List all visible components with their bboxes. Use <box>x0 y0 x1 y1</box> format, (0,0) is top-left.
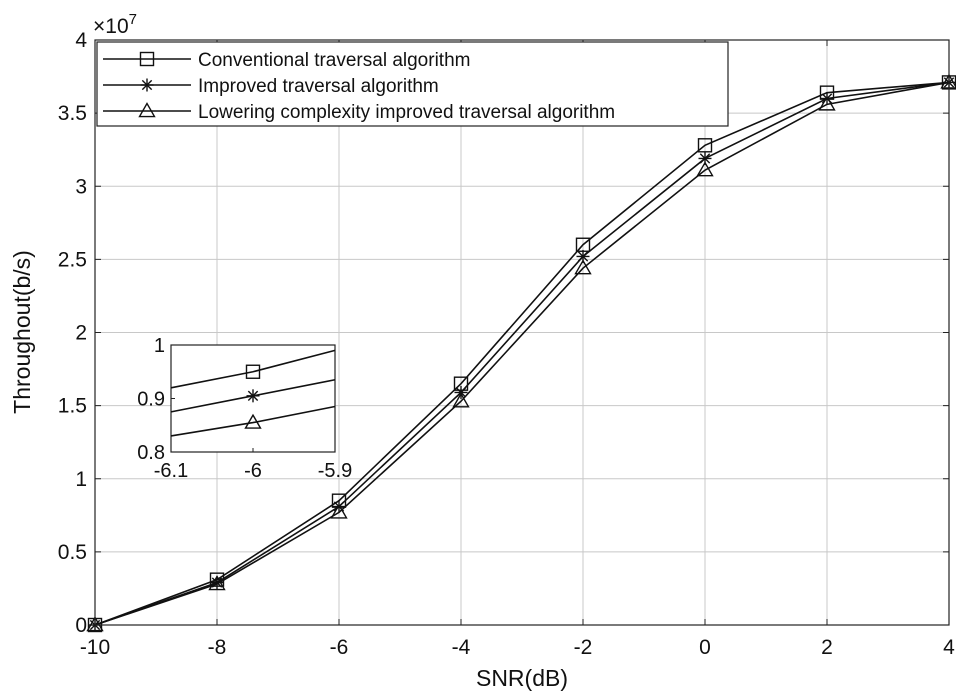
legend-entry: Improved traversal algorithm <box>103 76 439 97</box>
data-point-triangle <box>86 616 104 632</box>
legend-label: Improved traversal algorithm <box>198 76 439 97</box>
y-tick-label: 4 <box>75 29 87 52</box>
x-tick-label: 2 <box>821 636 833 659</box>
y-tick-label: 0.5 <box>58 541 87 564</box>
y-exponent-label: ×107 <box>93 11 137 38</box>
legend-label: Lowering complexity improved traversal a… <box>198 102 615 123</box>
inset-series-square <box>170 349 336 389</box>
y-tick-label: 2.5 <box>58 248 87 271</box>
y-tick-label: 1 <box>75 468 87 491</box>
y-tick-label: 3 <box>75 175 87 198</box>
data-point-triangle <box>452 392 470 408</box>
legend-marker-triangle <box>138 102 156 118</box>
inset-y-tick-label: 0.8 <box>137 442 165 464</box>
y-tick-label: 3.5 <box>58 102 87 125</box>
series-line-square <box>94 81 950 626</box>
x-tick-label: -6 <box>330 636 349 659</box>
series-asterisk <box>88 75 956 632</box>
x-tick-label: -8 <box>208 636 227 659</box>
inset-marker-triangle <box>244 413 262 429</box>
y-tick-label: 2 <box>75 322 87 345</box>
data-point-asterisk <box>332 500 346 514</box>
data-point-triangle <box>696 161 714 177</box>
legend-box <box>96 41 729 127</box>
inset-marker-square <box>245 364 261 379</box>
x-tick-label: 0 <box>699 636 711 659</box>
legend: Conventional traversal algorithm Improved… <box>96 41 729 127</box>
inset-line-triangle <box>170 405 336 437</box>
data-point-triangle <box>330 503 348 519</box>
x-tick-label: -10 <box>80 636 110 659</box>
legend-entry: Conventional traversal algorithm <box>103 50 470 71</box>
series-line-asterisk <box>94 81 950 626</box>
legend-entry: Lowering complexity improved traversal a… <box>103 102 615 123</box>
inset-y-tick-label: 0.9 <box>137 389 165 411</box>
legend-label: Conventional traversal algorithm <box>198 50 470 71</box>
y-tick-label: 1.5 <box>58 395 87 418</box>
series-triangle <box>86 73 956 632</box>
x-tick-label: -2 <box>574 636 593 659</box>
inset-series-asterisk <box>170 378 336 413</box>
ticks-layer: -10 -8 -6 -4 -2 0 2 4 0 0.5 1 1.5 2 2.5 3 3.5 4 <box>58 29 955 659</box>
data-point-triangle <box>208 575 226 591</box>
data-point-triangle <box>574 259 592 275</box>
legend-marker-asterisk <box>140 78 154 92</box>
series-line-triangle <box>94 81 950 626</box>
inset-y-tick-label: 1 <box>154 335 165 357</box>
inset-x-tick-label: -6 <box>244 460 262 482</box>
data-point-square <box>697 138 713 153</box>
inset-line-square <box>170 349 336 389</box>
series-layer <box>86 73 956 633</box>
x-tick-label: -4 <box>452 636 471 659</box>
grid-layer <box>95 40 949 625</box>
data-point-triangle <box>818 95 836 111</box>
zoom-inset: -6.1 -6 -5.9 0.8 0.9 1 <box>137 335 352 482</box>
inset-x-tick-label: -6.1 <box>154 460 188 482</box>
inset-marker-asterisk <box>246 389 260 403</box>
x-axis-title: SNR(dB) <box>476 665 568 691</box>
y-axis-title: Throughout(b/s) <box>9 250 35 414</box>
x-tick-label: 4 <box>943 636 955 659</box>
legend-marker-square <box>139 51 155 67</box>
y-tick-label: 0 <box>75 614 87 637</box>
data-point-asterisk <box>210 576 224 590</box>
inset-series-triangle <box>170 405 336 437</box>
inset-x-tick-label: -5.9 <box>318 460 352 482</box>
